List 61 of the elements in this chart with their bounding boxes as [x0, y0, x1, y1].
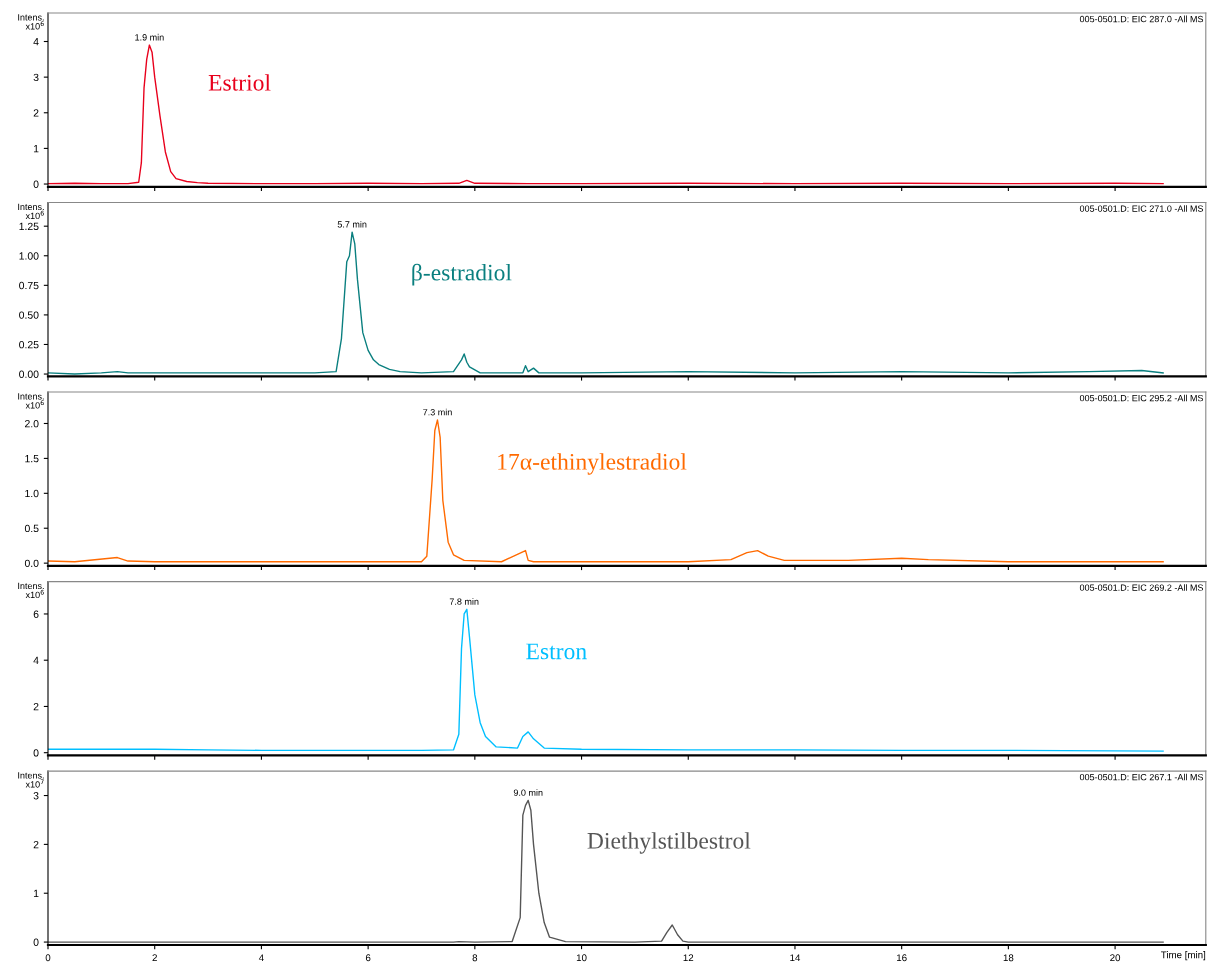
text: Estron: [526, 643, 587, 660]
y-tick-label: 0.75: [19, 281, 39, 290]
y-tick-label: 3: [33, 792, 39, 800]
y-tick-label: 1.00: [19, 252, 39, 260]
annotation: 7.8 min: [449, 598, 479, 605]
y-tick-label: 0: [33, 938, 39, 946]
x-axis-title: Time [min]: [1161, 951, 1206, 961]
x-tick-label: 8: [472, 954, 478, 962]
annotation: 005-0501.D: EIC 287.0 -All MS: [1079, 15, 1204, 23]
y-tick-label: 0.5: [24, 524, 39, 533]
annotation: 005-0501.D: EIC 295.2 -All MS: [1079, 394, 1204, 402]
y-axis-title: Intens. x10$^{6}$: [18, 393, 44, 409]
y-tick-label: 0: [33, 180, 39, 188]
annotation: 005-0501.D: EIC 269.2 -All MS: [1079, 584, 1204, 591]
y-tick-label: 6: [33, 610, 39, 618]
x-tick-label: 10: [576, 954, 587, 962]
y-tick-label: 2: [33, 702, 39, 711]
y-tick-label: 0: [33, 749, 39, 757]
x-tick-label: 0: [45, 954, 51, 962]
text: Estriol: [208, 74, 271, 91]
y-tick-label: 0.00: [19, 370, 39, 378]
x-tick-label: 6: [365, 954, 371, 962]
annotation: 005-0501.D: EIC 271.0 -All MS: [1079, 205, 1204, 212]
y-tick-label: 1.25: [19, 222, 39, 231]
annotation: 9.0 min: [513, 789, 543, 796]
line-series: [48, 419, 1164, 563]
y-tick-label: 1: [33, 145, 39, 153]
y-tick-label: 1.5: [25, 455, 39, 463]
x-tick-label: 4: [258, 954, 264, 962]
y-axis-title: Intens. x10$^{6}$: [18, 582, 44, 599]
y-tick-label: 0.0: [24, 559, 39, 568]
y-tick-label: 4: [33, 38, 39, 46]
y-tick-label: 1.0: [25, 489, 39, 498]
text: β-estradiol: [412, 263, 512, 286]
annotation: 1.9 min: [135, 33, 164, 41]
y-axis-title: Intens. x10$^{6}$: [18, 203, 44, 220]
annotation: 5.7 min: [337, 220, 367, 228]
x-tick-label: 14: [790, 954, 801, 962]
y-tick-label: 4: [33, 656, 39, 664]
y-tick-label: 2: [33, 840, 39, 849]
line-series: [48, 799, 1164, 943]
y-axis-title: Intens. x10$^{7}$: [18, 772, 44, 788]
y-tick-label: 2: [33, 109, 39, 117]
y-axis-title: Intens. x10$^{6}$: [18, 14, 44, 30]
x-tick-label: 20: [1110, 954, 1121, 962]
y-tick-label: 1: [33, 889, 39, 897]
line-series: [48, 44, 1164, 185]
line-series: [48, 231, 1164, 375]
line-series: [48, 608, 1164, 752]
y-tick-label: 2.0: [25, 419, 39, 428]
x-tick-label: 18: [1003, 954, 1014, 962]
x-tick-label: 2: [152, 954, 157, 962]
y-tick-label: 3: [33, 73, 39, 82]
text: Diethylstilbestrol: [587, 832, 751, 854]
x-tick-label: 12: [683, 954, 694, 962]
y-tick-label: 0.25: [19, 340, 39, 349]
annotation: 7.3 min: [423, 408, 452, 416]
text: 17α-ethinylestradiol: [498, 453, 687, 475]
y-tick-label: 0.50: [19, 311, 39, 319]
annotation: 005-0501.D: EIC 267.1 -All MS: [1079, 773, 1204, 781]
x-tick-label: 16: [897, 954, 907, 962]
